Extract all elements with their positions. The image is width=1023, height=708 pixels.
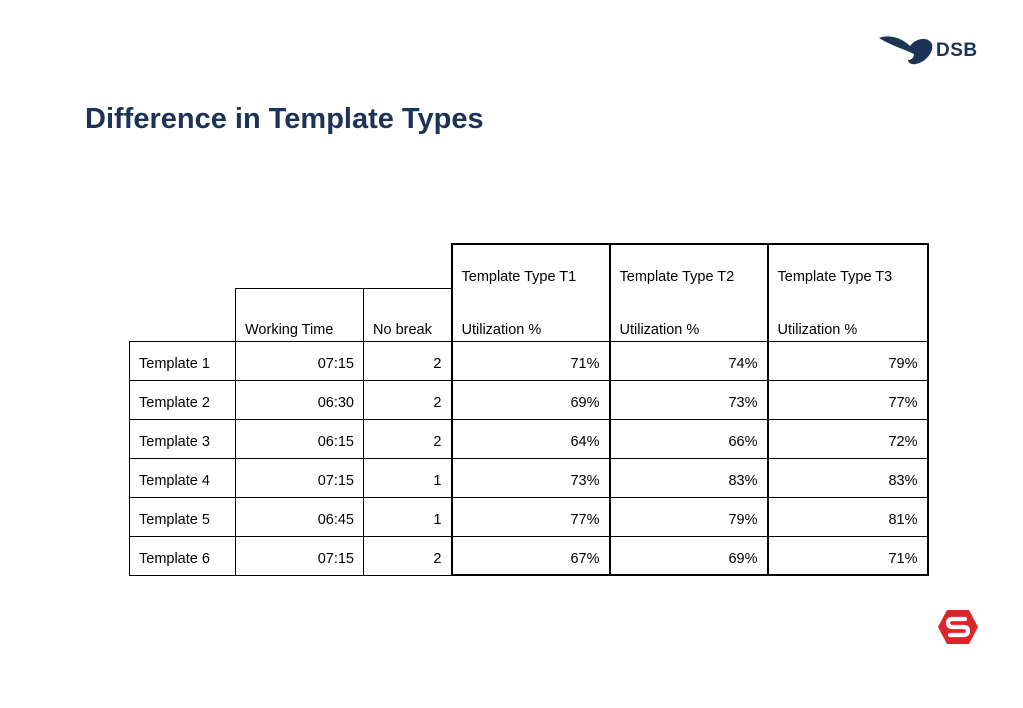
working-time-cell: 06:15 — [235, 419, 364, 459]
header-no-break: No break — [363, 287, 452, 341]
utilization-t1-cell: 64% — [450, 419, 611, 459]
utilization-t3-cell: 81% — [766, 497, 929, 537]
utilization-t2-cell: 73% — [608, 380, 769, 420]
table-row: Template 6 07:15 2 67% 69% 71% — [129, 536, 929, 576]
header-template-type-t2: Template Type T2 — [608, 243, 769, 288]
template-name-cell: Template 6 — [129, 536, 236, 576]
template-name-cell: Template 1 — [129, 340, 236, 381]
dsb-logo: DSB — [878, 32, 988, 68]
utilization-t2-cell: 83% — [608, 458, 769, 498]
header-empty-cell — [130, 244, 236, 288]
header-template-type-t1: Template Type T1 — [450, 243, 611, 288]
no-break-cell: 2 — [363, 380, 452, 420]
header-working-time: Working Time — [235, 287, 364, 341]
working-time-cell: 06:30 — [235, 380, 364, 420]
dsb-wordmark: DSB — [936, 40, 978, 61]
utilization-t3-cell: 77% — [766, 380, 929, 420]
utilization-t1-cell: 73% — [450, 458, 611, 498]
dsb-wing-icon — [879, 36, 933, 65]
utilization-t2-cell: 79% — [608, 497, 769, 537]
working-time-cell: 06:45 — [235, 497, 364, 537]
working-time-cell: 07:15 — [235, 458, 364, 498]
dsb-s-mark-icon — [938, 610, 978, 644]
template-name-cell: Template 2 — [129, 380, 236, 420]
no-break-cell: 1 — [363, 497, 452, 537]
utilization-t2-cell: 69% — [608, 536, 769, 576]
template-name-cell: Template 5 — [129, 497, 236, 537]
template-name-cell: Template 3 — [129, 419, 236, 459]
table-row: Template 5 06:45 1 77% 79% 81% — [129, 497, 929, 537]
header-utilization-t1: Utilization % — [450, 288, 611, 341]
utilization-t3-cell: 79% — [766, 340, 929, 381]
header-row-template-types: Template Type T1 Template Type T2 Templa… — [130, 243, 929, 288]
header-empty-cell — [130, 288, 236, 341]
utilization-t1-cell: 71% — [450, 340, 611, 381]
utilization-t2-cell: 74% — [608, 340, 769, 381]
utilization-t1-cell: 77% — [450, 497, 611, 537]
template-comparison-table: Template Type T1 Template Type T2 Templa… — [129, 243, 929, 576]
utilization-t3-cell: 71% — [766, 536, 929, 576]
dsb-s-logo — [937, 609, 979, 645]
utilization-t3-cell: 83% — [766, 458, 929, 498]
header-template-type-t3: Template Type T3 — [766, 243, 929, 288]
no-break-cell: 1 — [363, 458, 452, 498]
no-break-cell: 2 — [363, 340, 452, 381]
header-row-columns: Working Time No break Utilization % Util… — [130, 287, 929, 341]
table-row: Template 4 07:15 1 73% 83% 83% — [129, 458, 929, 498]
table-row: Template 3 06:15 2 64% 66% 72% — [129, 419, 929, 459]
header-utilization-t3: Utilization % — [766, 288, 929, 341]
utilization-t1-cell: 67% — [450, 536, 611, 576]
working-time-cell: 07:15 — [235, 340, 364, 381]
utilization-t2-cell: 66% — [608, 419, 769, 459]
header-empty-cell — [364, 244, 452, 288]
table-row: Template 1 07:15 2 71% 74% 79% — [129, 340, 929, 381]
utilization-t1-cell: 69% — [450, 380, 611, 420]
page-title: Difference in Template Types — [85, 103, 484, 135]
utilization-t3-cell: 72% — [766, 419, 929, 459]
header-empty-cell — [236, 244, 364, 288]
table-row: Template 2 06:30 2 69% 73% 77% — [129, 380, 929, 420]
header-utilization-t2: Utilization % — [608, 288, 769, 341]
no-break-cell: 2 — [363, 536, 452, 576]
working-time-cell: 07:15 — [235, 536, 364, 576]
no-break-cell: 2 — [363, 419, 452, 459]
template-name-cell: Template 4 — [129, 458, 236, 498]
